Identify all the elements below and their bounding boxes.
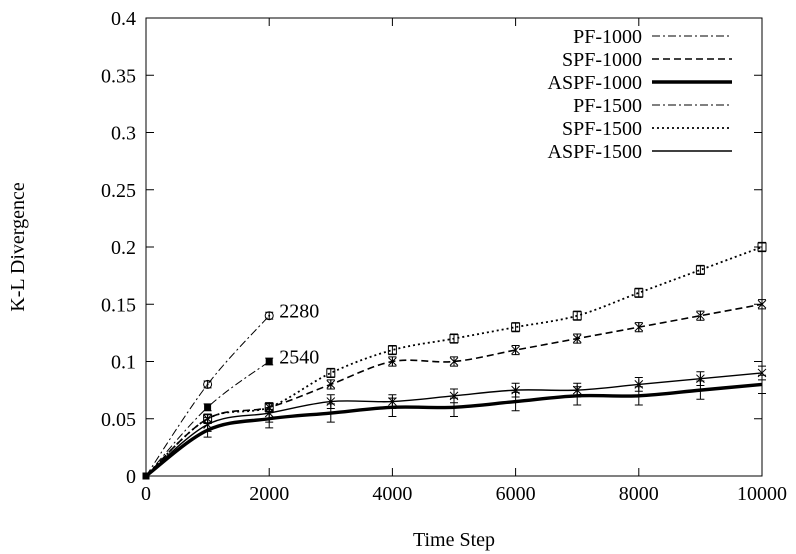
y-tick-label: 0 [126, 466, 136, 488]
error-bar [511, 322, 520, 333]
annotations: 2280 2540 [279, 301, 319, 369]
marker-circle [264, 311, 274, 321]
origin-point [142, 472, 150, 480]
y-tick-label: 0.25 [101, 180, 136, 202]
marker-filled-square [265, 358, 273, 365]
marker-star [264, 408, 274, 419]
legend: PF-1000SPF-1000ASPF-1000PF-1500SPF-1500A… [548, 26, 732, 163]
x-tick-label: 0 [141, 483, 151, 505]
marker-star [757, 299, 767, 310]
y-axis-title: K-L Divergence [7, 182, 29, 312]
annotation-label: 2280 [279, 301, 319, 323]
marker-star [696, 373, 705, 384]
marker-open-square [757, 242, 767, 252]
y-tick-label: 0.15 [101, 294, 136, 316]
marker-star [511, 345, 520, 356]
marker-star [572, 385, 582, 396]
x-tick-label: 10000 [737, 483, 787, 505]
marker-open-square [572, 311, 582, 321]
error-bar [634, 287, 643, 298]
series-aspf-1500 [142, 365, 767, 480]
marker-star [572, 333, 582, 344]
marker-circle [203, 379, 213, 389]
series-line [145, 315, 270, 477]
annotation-label: 2540 [279, 347, 319, 369]
error-bar [696, 264, 705, 275]
legend-label: PF-1000 [573, 26, 642, 48]
marker-open-square [449, 334, 459, 344]
legend-label: ASPF-1500 [548, 141, 642, 163]
marker-star [449, 390, 459, 401]
y-tick-label: 0.4 [111, 8, 136, 30]
legend-label: PF-1500 [573, 95, 642, 117]
marker-circle-dot [268, 314, 271, 317]
y-tick-label: 0.35 [101, 65, 136, 87]
y-tick-label: 0.3 [111, 123, 136, 145]
x-tick-label: 8000 [619, 483, 659, 505]
x-tick-label: 2000 [249, 483, 289, 505]
marker-open-square [695, 265, 705, 275]
legend-label: ASPF-1000 [548, 72, 642, 94]
marker-open-square [634, 288, 644, 298]
marker-open-square [326, 368, 336, 378]
x-tick-label: 4000 [372, 483, 412, 505]
y-tick-label: 0.2 [111, 237, 136, 259]
marker-star [449, 356, 459, 367]
marker-star [388, 396, 397, 407]
series-pf-1500 [142, 311, 274, 480]
legend-label: SPF-1000 [562, 49, 642, 71]
legend-label: SPF-1500 [562, 118, 642, 140]
marker-star [203, 419, 212, 430]
marker-star [634, 322, 644, 333]
error-bar [573, 310, 582, 321]
marker-filled-square [204, 403, 212, 411]
marker-star [757, 367, 767, 378]
series-line [145, 372, 763, 477]
marker-circle-dot [206, 383, 209, 386]
marker-star [511, 385, 520, 396]
y-tick-label: 0.1 [111, 352, 136, 374]
marker-open-square [387, 345, 397, 355]
marker-open-square [511, 322, 521, 332]
tick-labels: 0 2000 4000 6000 8000 10000 0 0.05 0.1 0.15 0.2 0.2… [101, 8, 787, 505]
marker-star [388, 356, 397, 367]
marker-star [696, 310, 705, 321]
x-tick-label: 6000 [496, 483, 536, 505]
error-bar [450, 333, 458, 344]
error-bar [326, 367, 335, 379]
y-tick-label: 0.05 [101, 409, 136, 431]
error-bar [388, 344, 397, 356]
marker-star [326, 379, 336, 390]
x-axis-title: Time Step [413, 529, 495, 551]
marker-star [634, 379, 644, 390]
series-layer [142, 241, 767, 480]
marker-star [326, 396, 336, 407]
error-bar [758, 241, 766, 253]
